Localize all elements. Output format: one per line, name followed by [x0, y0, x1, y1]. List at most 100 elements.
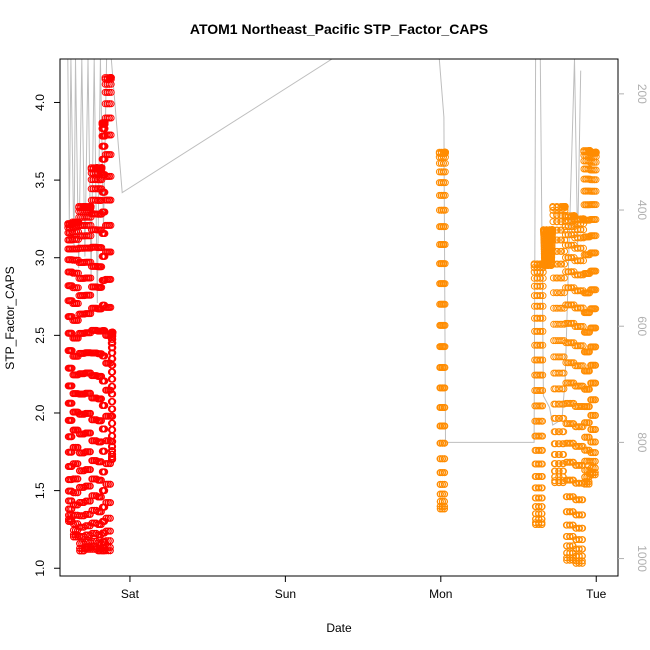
data-point: [551, 477, 559, 485]
data-point: [98, 438, 105, 446]
data-point: [591, 449, 599, 457]
data-point: [101, 188, 109, 196]
data-point: [101, 468, 109, 476]
data-point: [101, 142, 109, 150]
data-point: [535, 484, 543, 492]
data-point: [583, 480, 591, 488]
data-point: [554, 274, 562, 282]
data-point: [535, 473, 543, 480]
data-point: [566, 458, 574, 466]
data-point: [441, 148, 448, 156]
data-point: [558, 289, 566, 297]
data-point: [107, 221, 115, 229]
data-point: [101, 503, 109, 511]
series-2: [435, 147, 600, 567]
data-point: [549, 211, 557, 219]
data-point: [109, 390, 117, 398]
data-point: [556, 428, 563, 436]
data-point: [535, 460, 543, 468]
data-point: [555, 451, 563, 458]
data-point: [441, 300, 449, 308]
data-point: [74, 460, 82, 468]
y-tick-label: 2.0: [33, 404, 47, 421]
data-point: [539, 387, 547, 394]
data-point: [86, 510, 94, 518]
data-point: [97, 476, 105, 484]
data-point: [585, 466, 593, 474]
data-point: [87, 409, 94, 417]
data-point: [109, 368, 117, 376]
data-point: [441, 422, 449, 430]
data-point: [109, 383, 117, 390]
data-point: [101, 230, 109, 237]
y-tick-label: 4.0: [33, 94, 47, 111]
data-point: [592, 201, 600, 209]
data-point: [549, 236, 557, 244]
data-point: [591, 438, 599, 446]
data-point: [576, 496, 584, 504]
y2-tick-label: 200: [635, 84, 649, 104]
data-point: [106, 537, 114, 545]
data-point: [107, 480, 114, 488]
data-point: [107, 100, 115, 108]
data-point: [580, 244, 587, 252]
data-point: [74, 475, 82, 483]
data-point: [585, 478, 593, 486]
data-point: [441, 469, 449, 477]
data-point: [74, 300, 82, 307]
data-point: [556, 385, 564, 393]
data-point: [566, 521, 574, 529]
data-point: [68, 505, 76, 513]
data-point: [75, 235, 82, 243]
data-point: [535, 494, 543, 502]
data-point: [577, 323, 585, 330]
data-point: [557, 226, 565, 234]
data-point: [109, 375, 117, 383]
data-point: [565, 301, 573, 309]
y2-tick-label: 1000: [635, 545, 649, 572]
data-point: [549, 260, 557, 268]
data-point: [592, 187, 600, 195]
data-point: [441, 206, 449, 214]
data-point: [537, 292, 545, 300]
data-point: [556, 353, 564, 361]
x-tick-label: Tue: [586, 587, 607, 601]
data-point: [440, 159, 447, 167]
data-point: [592, 343, 600, 351]
data-point: [560, 369, 568, 377]
data-point: [555, 460, 563, 468]
data-point: [579, 496, 587, 504]
data-point: [555, 440, 563, 448]
data-point: [441, 455, 449, 463]
altitude-line: [67, 59, 582, 443]
data-point: [68, 364, 76, 372]
data-point: [537, 274, 544, 282]
data-point: [558, 274, 566, 282]
data-point: [86, 448, 94, 456]
data-point: [441, 490, 449, 498]
data-point: [576, 461, 584, 469]
y-axis-label: STP_Factor_CAPS: [3, 266, 17, 369]
data-point: [566, 493, 574, 501]
data-point: [587, 469, 595, 476]
data-point: [535, 432, 543, 440]
data-point: [576, 524, 583, 532]
data-point: [535, 446, 543, 454]
data-point: [579, 423, 587, 431]
data-point: [109, 419, 117, 427]
data-point: [551, 451, 559, 458]
data-point: [68, 497, 76, 505]
data-point: [554, 289, 562, 297]
data-point: [109, 349, 117, 357]
data-point: [107, 88, 115, 96]
data-point: [101, 402, 109, 409]
data-point: [97, 493, 105, 501]
data-point: [581, 480, 589, 488]
data-point: [92, 545, 100, 553]
data-point: [577, 234, 585, 242]
data-point: [537, 302, 545, 310]
data-point: [109, 339, 117, 347]
data-point: [561, 260, 568, 268]
data-point: [577, 244, 585, 252]
data-point: [98, 283, 106, 291]
